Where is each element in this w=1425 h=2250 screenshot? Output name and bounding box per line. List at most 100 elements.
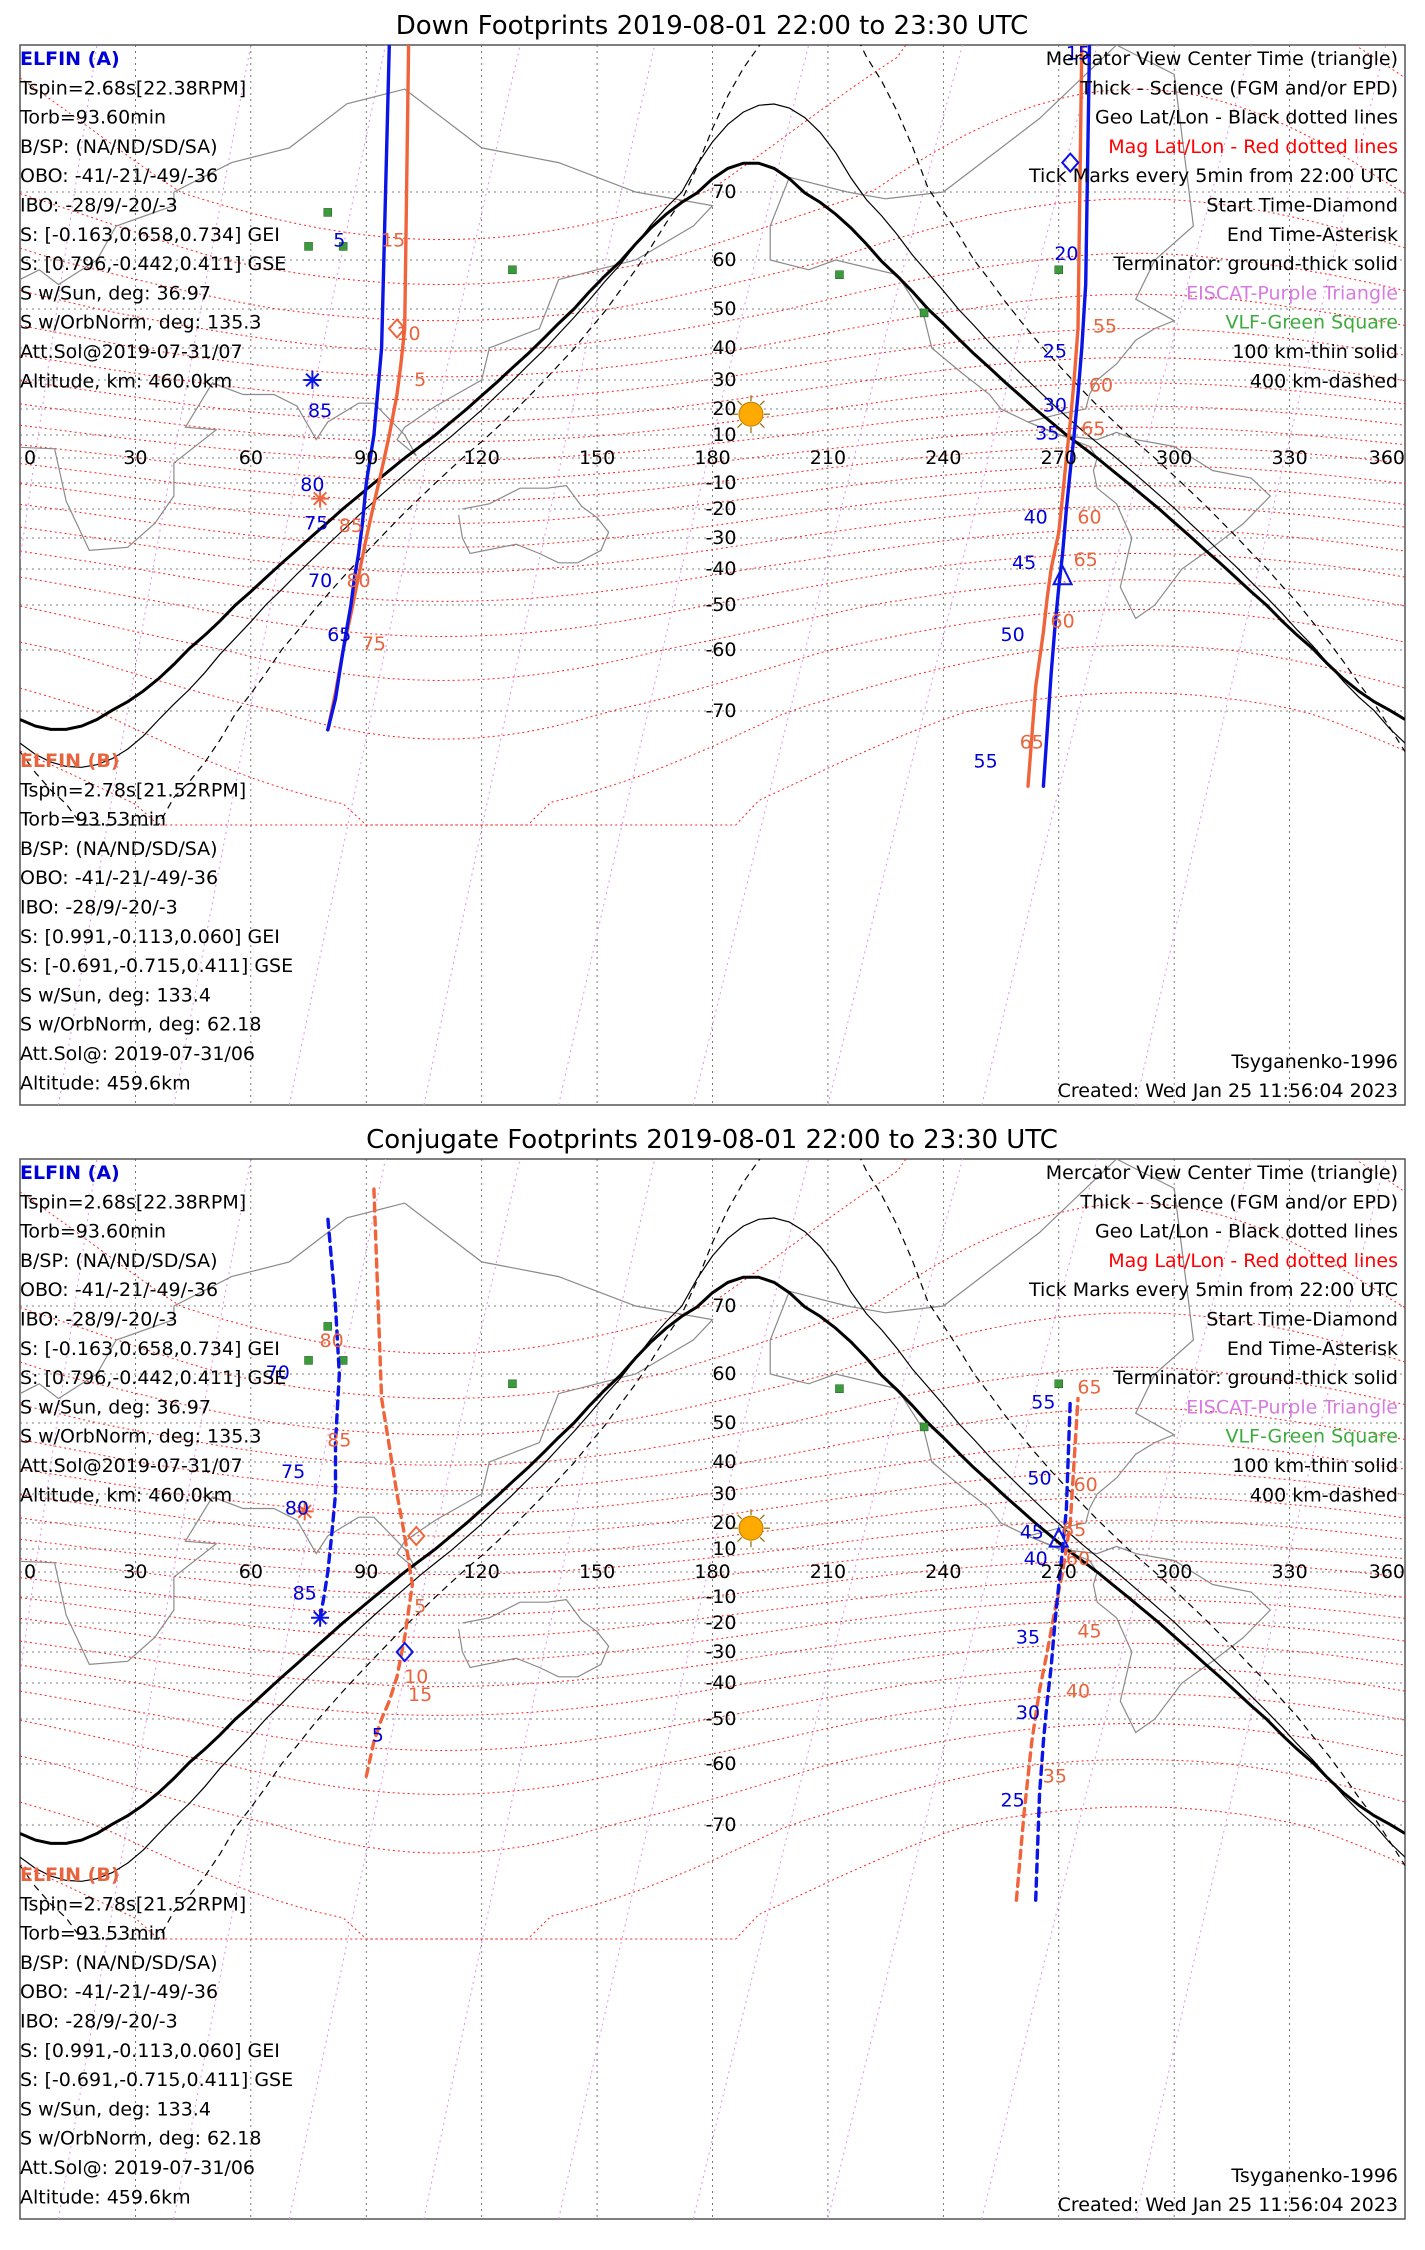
elfin-b-info: Att.Sol@: 2019-07-31/06 — [20, 1043, 255, 1065]
elfin-a-track — [1041, 45, 1092, 788]
elfin-a-info: Tspin=2.68s[22.38RPM] — [19, 77, 246, 99]
lat-label: -40 — [705, 1672, 736, 1694]
mag-parallel — [20, 1693, 1405, 1796]
tick-label: 60 — [1066, 1548, 1090, 1570]
lon-label: 0 — [24, 1561, 36, 1583]
legend-line: VLF-Green Square — [1225, 1426, 1398, 1448]
end-asterisk — [305, 372, 320, 388]
eiscat-line — [558, 1159, 810, 2219]
axis-labels: 70 60 50 40 30 20 10 -10 -20 -30 -40 -50 -60 -70 0 30 60… — [24, 181, 1405, 722]
legend-line: Start Time-Diamond — [1206, 195, 1398, 217]
mag-parallel — [20, 1441, 1405, 1515]
lat-label: -10 — [705, 1586, 736, 1608]
sun-ray — [759, 1514, 765, 1520]
lon-label: 270 — [1041, 1561, 1077, 1583]
created-label: Created: Wed Jan 25 11:56:04 2023 — [1058, 2194, 1398, 2216]
lat-label: -50 — [705, 594, 736, 616]
elfin-a-info: S w/OrbNorm, deg: 135.3 — [20, 1426, 261, 1448]
lat-label: -70 — [705, 1814, 736, 1836]
lat-label: -20 — [705, 498, 736, 520]
lon-label: 300 — [1156, 1561, 1192, 1583]
vlf-square — [919, 1422, 929, 1432]
legend-line: Terminator: ground-thick solid — [1113, 253, 1399, 275]
elfin-a-info: S w/OrbNorm, deg: 135.3 — [20, 312, 261, 334]
lon-label: 180 — [694, 447, 730, 469]
elfin-a-track — [326, 45, 391, 732]
terminator-lines — [20, 1159, 1405, 1940]
lat-label: 20 — [712, 398, 736, 420]
lat-label: 10 — [712, 424, 736, 446]
elfin-b-info: Torb=93.53min — [19, 1923, 166, 1945]
conjugate-footprints-panel: Conjugate Footprints 2019-08-01 22:00 to… — [19, 1125, 1406, 2220]
tick-label: 40 — [1024, 507, 1048, 529]
tick-label: 60 — [1051, 611, 1075, 633]
tick-label: 85 — [293, 1583, 317, 1605]
elfin-b-title: ELFIN (B) — [20, 1864, 120, 1886]
legend-line: EISCAT-Purple Triangle — [1186, 282, 1398, 304]
track-markers — [303, 152, 1080, 586]
tick-label: 75 — [362, 633, 386, 655]
elfin-a-track — [318, 1216, 342, 1620]
sun-icon — [731, 395, 770, 434]
elfin-b-info: S: [-0.691,-0.715,0.411] GSE — [20, 955, 293, 977]
terminator-line — [20, 1275, 1405, 1845]
terminator-line — [20, 103, 1405, 768]
eiscat-line — [827, 1159, 1098, 2219]
elfin-a-info: Torb=93.60min — [19, 1221, 166, 1243]
terminator-lines — [20, 45, 1405, 826]
tick-label: 35 — [1043, 1765, 1067, 1787]
tick-label: 55 — [974, 750, 998, 772]
legend-line: Start Time-Diamond — [1206, 1309, 1398, 1331]
mag-parallel — [20, 1578, 1405, 1639]
legend-line: 400 km-dashed — [1250, 1484, 1398, 1506]
tick-label: 85 — [308, 400, 332, 422]
vlf-square — [508, 1379, 517, 1389]
legend-line: 100 km-thin solid — [1232, 341, 1398, 363]
tick-label: 5 — [414, 369, 426, 391]
eiscat-line — [981, 1159, 1252, 2219]
lat-label: 30 — [712, 1483, 736, 1505]
lon-label: 210 — [810, 447, 846, 469]
elfin-a-info: IBO: -28/9/-20/-3 — [20, 195, 178, 217]
lon-label: 0 — [24, 447, 36, 469]
vlf-stations — [304, 208, 1063, 318]
lon-label: 90 — [354, 447, 378, 469]
elfin-b-info: IBO: -28/9/-20/-3 — [20, 2011, 178, 2033]
lat-label: -30 — [705, 527, 736, 549]
mag-parallel — [20, 198, 1405, 322]
legend-line: Mercator View Center Time (triangle) — [1046, 48, 1398, 70]
tick-label: 25 — [1043, 341, 1067, 363]
end-asterisk — [297, 1504, 312, 1519]
elfin-a-info: Att.Sol@2019-07-31/07 — [20, 1455, 243, 1477]
lon-label: 240 — [925, 1561, 961, 1583]
eiscat-line — [692, 45, 964, 1105]
tick-label: 80 — [346, 570, 370, 592]
tick-label: 65 — [1077, 1377, 1101, 1399]
mag-parallel — [20, 464, 1405, 525]
mag-parallel — [20, 644, 1405, 826]
elfin-a-info: S w/Sun, deg: 36.97 — [20, 282, 211, 304]
legend-line: End Time-Asterisk — [1227, 1338, 1398, 1360]
panel-title: Conjugate Footprints 2019-08-01 22:00 to… — [366, 1125, 1058, 1155]
elfin-a-info: Altitude, km: 460.0km — [20, 1484, 232, 1506]
mag-parallel — [20, 1312, 1405, 1436]
vlf-square — [304, 242, 313, 251]
panel-title: Down Footprints 2019-08-01 22:00 to 23:3… — [396, 11, 1029, 41]
tick-label: 30 — [1016, 1702, 1040, 1724]
tick-label: 65 — [1020, 732, 1044, 754]
lat-label: 40 — [712, 1451, 736, 1473]
lat-label: 60 — [712, 249, 736, 271]
vlf-stations — [304, 1322, 1063, 1432]
lat-label: 20 — [712, 1512, 736, 1534]
elfin-b-info: B/SP: (NA/ND/SD/SA) — [20, 1952, 218, 1974]
mag-parallel — [20, 1666, 1405, 1752]
eiscat-line — [57, 1159, 252, 2219]
mag-parallel — [20, 485, 1405, 548]
elfin-a-info: S w/Sun, deg: 36.97 — [20, 1396, 211, 1418]
mag-parallel — [20, 1758, 1405, 1940]
start-diamond — [387, 317, 407, 340]
elfin-b-info: S w/OrbNorm, deg: 62.18 — [20, 2128, 261, 2150]
elfin-b-info: S: [0.991,-0.113,0.060] GEI — [20, 2040, 280, 2062]
lon-label: 60 — [239, 1561, 263, 1583]
tick-label: 75 — [304, 512, 328, 534]
